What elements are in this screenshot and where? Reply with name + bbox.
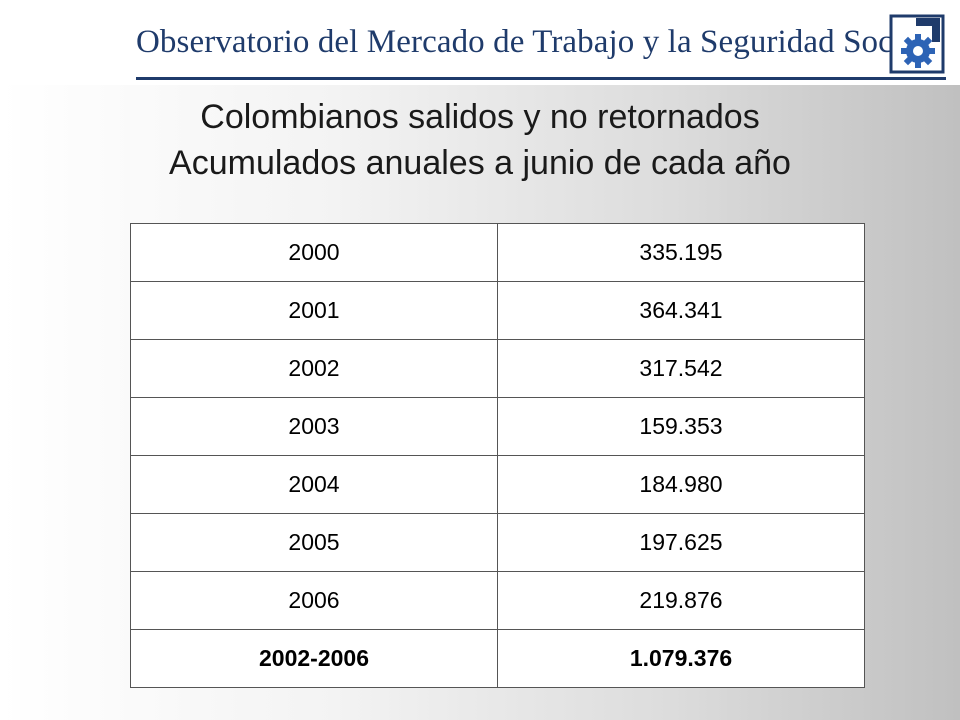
table-row: 2000 335.195 [130,223,865,282]
value-cell: 364.341 [497,281,865,340]
value-cell: 159.353 [497,397,865,456]
header-divider [136,77,946,80]
slide-title: Colombianos salidos y no retornados Acum… [0,94,960,186]
value-cell: 335.195 [497,223,865,282]
year-cell: 2004 [130,455,498,514]
table-row: 2001 364.341 [130,281,865,340]
year-cell: 2003 [130,397,498,456]
title-line-2: Acumulados anuales a junio de cada año [169,144,791,182]
year-cell: 2005 [130,513,498,572]
total-value-cell: 1.079.376 [497,629,865,688]
organization-header: Observatorio del Mercado de Trabajo y la… [136,24,927,60]
value-cell: 219.876 [497,571,865,630]
year-cell: 2001 [130,281,498,340]
year-cell: 2000 [130,223,498,282]
value-cell: 184.980 [497,455,865,514]
total-period-cell: 2002-2006 [130,629,498,688]
table-row: 2006 219.876 [130,571,865,630]
table-row: 2003 159.353 [130,397,865,456]
table-row: 2005 197.625 [130,513,865,572]
emigration-table: 2000 335.195 2001 364.341 2002 317.542 2003 159… [130,223,865,688]
value-cell: 317.542 [497,339,865,398]
year-cell: 2006 [130,571,498,630]
table-row: 2004 184.980 [130,455,865,514]
table-total-row: 2002-2006 1.079.376 [130,629,865,688]
year-cell: 2002 [130,339,498,398]
value-cell: 197.625 [497,513,865,572]
title-line-1: Colombianos salidos y no retornados [200,98,760,136]
gear-icon [889,14,945,74]
table-row: 2002 317.542 [130,339,865,398]
table-body: 2000 335.195 2001 364.341 2002 317.542 2003 159… [130,223,865,688]
